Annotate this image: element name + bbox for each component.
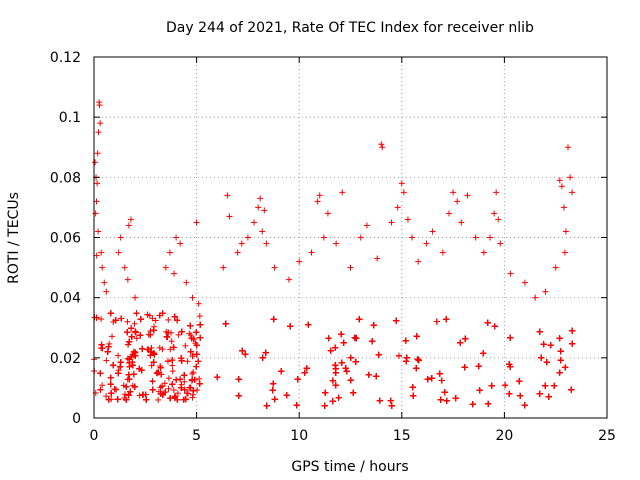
data-point (104, 348, 111, 355)
data-point (165, 385, 172, 392)
data-point (165, 375, 172, 382)
data-point (136, 392, 143, 399)
data-point (128, 325, 135, 332)
data-point (196, 380, 203, 387)
data-point (103, 357, 110, 364)
data-point (196, 375, 203, 382)
data-point (131, 320, 138, 327)
data-point (165, 316, 172, 323)
data-point (125, 341, 132, 348)
data-point (169, 368, 176, 375)
data-point (153, 370, 160, 377)
data-point (123, 383, 130, 390)
data-point (98, 316, 105, 323)
data-point (118, 315, 125, 322)
data-point (107, 310, 114, 317)
data-point (97, 370, 104, 377)
data-point (193, 329, 200, 336)
data-point (156, 344, 163, 351)
data-point (157, 384, 164, 391)
data-point (197, 334, 204, 341)
data-point (182, 342, 189, 349)
data-point (137, 332, 144, 339)
data-point (117, 359, 124, 366)
data-point (178, 328, 185, 335)
data-point (167, 346, 174, 353)
data-point (108, 390, 115, 397)
data-point (124, 329, 131, 336)
data-point (115, 370, 122, 377)
data-point (124, 318, 131, 325)
grid-lines (94, 57, 607, 418)
data-point (159, 346, 166, 353)
data-point (126, 338, 133, 345)
data-point (149, 386, 156, 393)
data-point (169, 362, 176, 369)
data-point (111, 386, 118, 393)
data-point (130, 371, 137, 378)
data-point (143, 396, 150, 403)
data-point (113, 386, 120, 393)
chart-title: Day 244 of 2021, Rate Of TEC Index for r… (166, 20, 534, 36)
data-point (190, 369, 197, 376)
data-point (164, 334, 171, 341)
data-point (175, 331, 182, 338)
data-point (150, 327, 157, 334)
data-point (115, 352, 122, 359)
data-point (107, 381, 114, 388)
data-point (139, 391, 146, 398)
data-point (148, 344, 155, 351)
data-point (184, 358, 191, 365)
data-point (148, 362, 155, 369)
data-point (174, 390, 181, 397)
data-point (106, 340, 113, 347)
data-point (132, 328, 139, 335)
data-point (164, 358, 171, 365)
data-point (137, 316, 144, 323)
data-point (181, 378, 188, 385)
data-point (149, 378, 156, 385)
data-point (121, 391, 128, 398)
data-point (125, 371, 132, 378)
data-point (99, 345, 106, 352)
data-point (187, 332, 194, 339)
data-point (149, 315, 156, 322)
data-point (139, 345, 146, 352)
data-point (133, 310, 140, 317)
data-point (117, 363, 124, 370)
data-point (103, 393, 110, 400)
data-point (105, 343, 112, 350)
data-point (152, 317, 159, 324)
data-point (110, 362, 117, 369)
data-point (109, 333, 116, 340)
data-point (163, 333, 170, 340)
data-point (159, 383, 166, 390)
data-point (170, 387, 177, 394)
data-point (155, 396, 162, 403)
data-point (187, 384, 194, 391)
data-point (168, 338, 175, 345)
data-point (173, 376, 180, 383)
data-point (181, 372, 188, 379)
data-point (185, 390, 192, 397)
data-point (161, 380, 168, 387)
data-point (98, 341, 105, 348)
data-point (194, 386, 201, 393)
data-point (197, 321, 204, 328)
data-point (187, 322, 194, 329)
data-point (133, 335, 140, 342)
data-point (107, 374, 114, 381)
data-point (169, 381, 176, 388)
data-point (196, 313, 203, 320)
data-point (120, 382, 127, 389)
data-point (114, 396, 121, 403)
data-points (91, 99, 576, 409)
data-point (99, 382, 106, 389)
